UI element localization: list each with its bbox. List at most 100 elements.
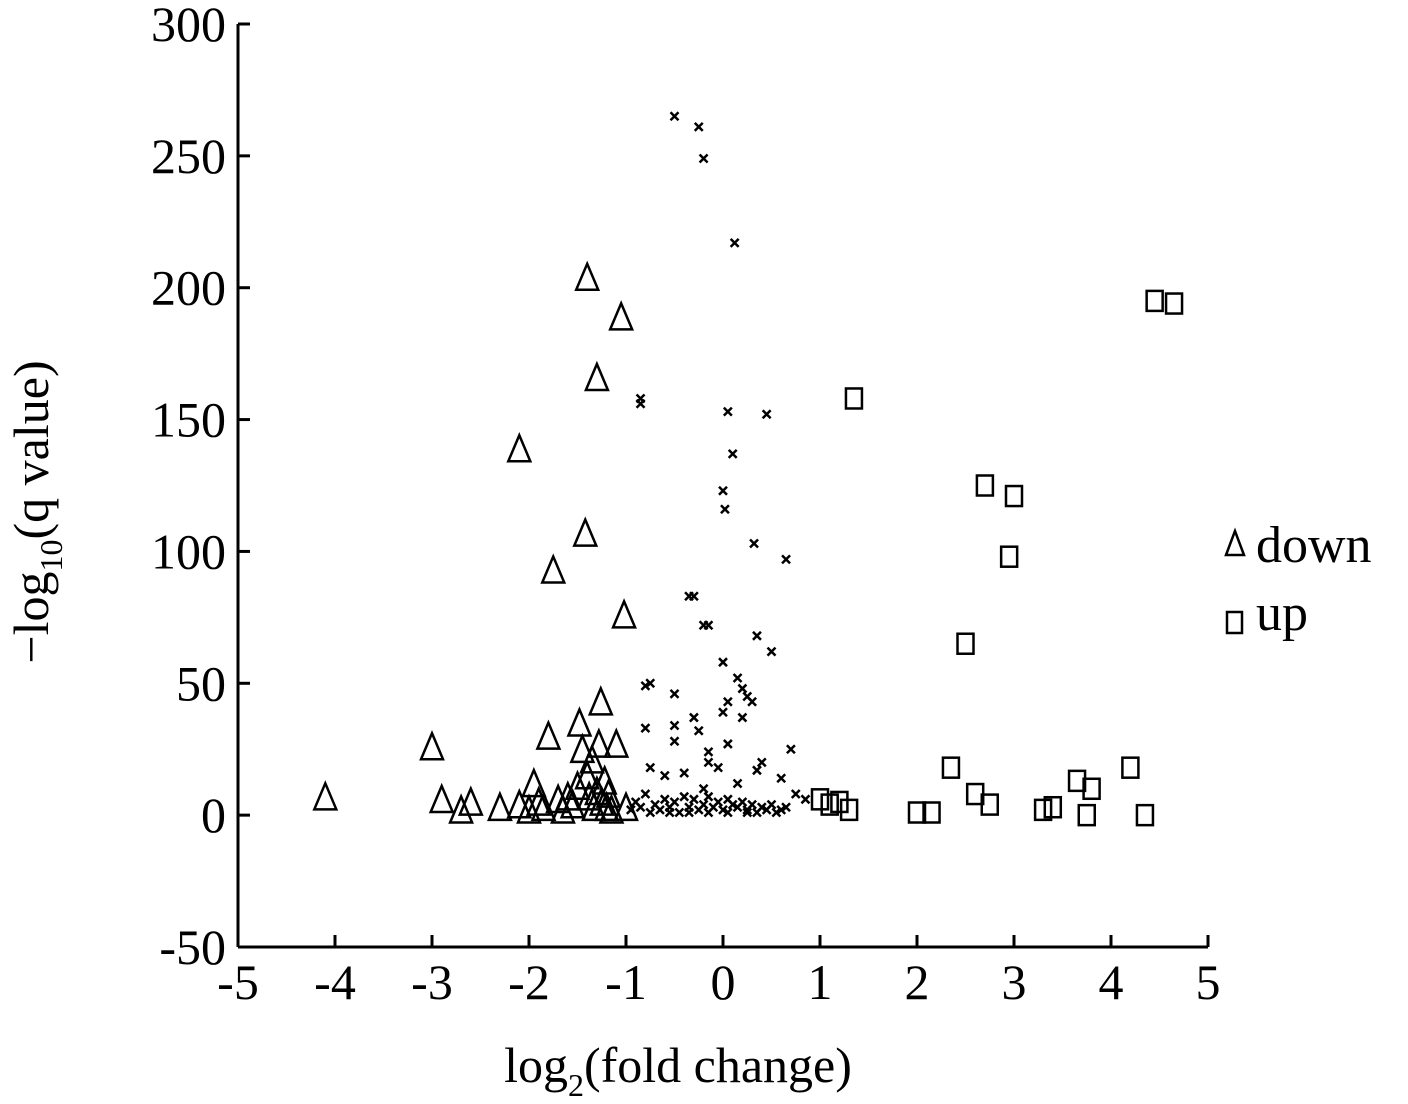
point-unchanged <box>713 762 724 773</box>
point-down <box>574 260 601 292</box>
legend: down up <box>1224 517 1372 642</box>
point-unchanged <box>703 746 714 757</box>
point-down <box>559 788 586 819</box>
x-tick-label: -5 <box>217 954 259 1010</box>
point-unchanged <box>781 554 791 565</box>
point-down <box>448 793 474 824</box>
point-unchanged <box>655 804 665 815</box>
x-tick-label: -1 <box>605 954 647 1010</box>
point-unchanged <box>766 646 777 657</box>
point-unchanged <box>790 789 801 799</box>
y-tick-label: 300 <box>151 0 226 52</box>
point-down <box>595 777 622 808</box>
point-up <box>999 545 1019 568</box>
legend-down-label: down <box>1256 517 1372 574</box>
point-up <box>956 632 975 655</box>
point-down <box>572 516 599 547</box>
x-tick-label: -3 <box>411 954 453 1010</box>
point-unchanged <box>720 504 730 515</box>
point-unchanged <box>800 794 811 805</box>
point-unchanged <box>727 448 738 459</box>
point-unchanged <box>669 111 680 122</box>
point-down <box>419 730 445 761</box>
point-unchanged <box>659 794 670 805</box>
point-up <box>1004 484 1024 508</box>
x-tick-label: 0 <box>711 954 736 1010</box>
point-unchanged <box>722 739 733 749</box>
point-unchanged <box>698 153 709 164</box>
legend-up-label: up <box>1256 585 1308 642</box>
point-unchanged <box>689 794 699 805</box>
point-unchanged <box>722 406 733 417</box>
point-unchanged <box>689 591 699 602</box>
point-up <box>810 788 830 811</box>
y-tick-label: 250 <box>151 128 226 184</box>
point-down <box>588 785 615 816</box>
point-down <box>525 785 552 816</box>
y-tick-label: 150 <box>151 392 226 448</box>
point-up <box>1082 777 1101 801</box>
point-down <box>603 727 630 758</box>
point-up <box>1145 289 1164 313</box>
point-unchanged <box>729 237 740 248</box>
x-axis-title: log2(fold change) <box>504 1037 852 1103</box>
point-unchanged <box>684 807 694 818</box>
legend-up-marker <box>1225 610 1244 635</box>
point-up <box>980 793 999 816</box>
x-axis: -5 -4 -3 -2 -1 0 1 2 3 4 5 <box>217 935 1221 1010</box>
point-unchanged <box>640 789 651 799</box>
point-unchanged <box>776 804 787 815</box>
point-up <box>839 798 859 822</box>
x-tick-label: 1 <box>808 954 833 1010</box>
point-unchanged <box>640 681 651 691</box>
point-up <box>975 474 995 497</box>
point-down <box>520 766 547 798</box>
y-tick-label: 50 <box>176 655 226 711</box>
y-tick-label: 0 <box>201 787 226 843</box>
point-unchanged <box>703 620 714 631</box>
x-tick-label: 5 <box>1196 954 1221 1010</box>
point-unchanged <box>771 807 782 818</box>
point-down <box>566 706 593 737</box>
point-up <box>1067 769 1087 793</box>
point-unchanged <box>752 630 762 641</box>
point-unchanged <box>722 696 733 707</box>
point-unchanged <box>737 797 748 807</box>
point-down <box>564 769 591 801</box>
point-down <box>598 793 625 824</box>
point-unchanged <box>786 744 796 755</box>
point-up <box>830 790 849 814</box>
point-up <box>1033 798 1053 822</box>
point-unchanged <box>669 736 680 747</box>
point-unchanged <box>752 765 762 776</box>
point-unchanged <box>635 398 646 409</box>
point-down <box>569 732 596 764</box>
point-unchanged <box>776 773 787 784</box>
point-unchanged <box>718 804 728 815</box>
point-unchanged <box>645 762 656 773</box>
point-unchanged <box>703 807 714 818</box>
point-unchanged <box>640 723 651 734</box>
point-unchanged <box>698 783 709 794</box>
data-points <box>312 111 1184 827</box>
y-axis: -50 0 50 100 150 200 250 300 <box>151 0 250 975</box>
point-unchanged <box>679 768 690 778</box>
point-unchanged <box>698 799 709 810</box>
point-unchanged <box>645 807 656 818</box>
y-tick-label: 200 <box>151 260 226 316</box>
point-unchanged <box>747 696 757 707</box>
point-unchanged <box>727 799 738 810</box>
point-unchanged <box>761 409 772 420</box>
point-down <box>585 727 612 758</box>
x-tick-label: -4 <box>314 954 356 1010</box>
point-unchanged <box>669 797 680 807</box>
point-unchanged <box>718 485 728 496</box>
point-up <box>1164 292 1184 315</box>
point-unchanged <box>664 807 675 818</box>
point-unchanged <box>703 757 714 768</box>
point-unchanged <box>742 807 753 818</box>
x-tick-label: -2 <box>508 954 550 1010</box>
x-tick-label: 2 <box>905 954 930 1010</box>
point-down <box>487 790 513 822</box>
point-unchanged <box>781 802 791 813</box>
